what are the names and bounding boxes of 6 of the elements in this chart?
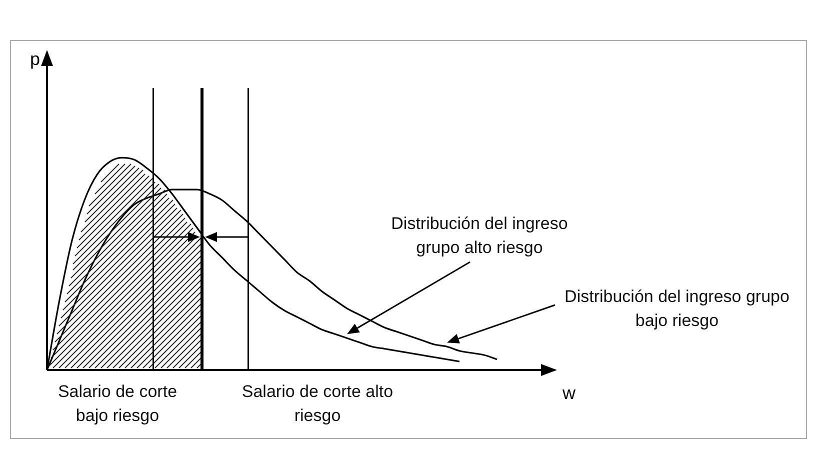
y-axis-title: p [30, 48, 40, 69]
annotation: Distribución del ingreso grupo alto riesgo [390, 213, 569, 259]
text: Salario de corte bajo riesgo [56, 381, 178, 427]
x-axis-title: w [562, 382, 576, 403]
text: Distribución del ingreso grupo bajo riesgo [564, 286, 790, 332]
text: Salario de corte alto riesgo [240, 381, 394, 427]
